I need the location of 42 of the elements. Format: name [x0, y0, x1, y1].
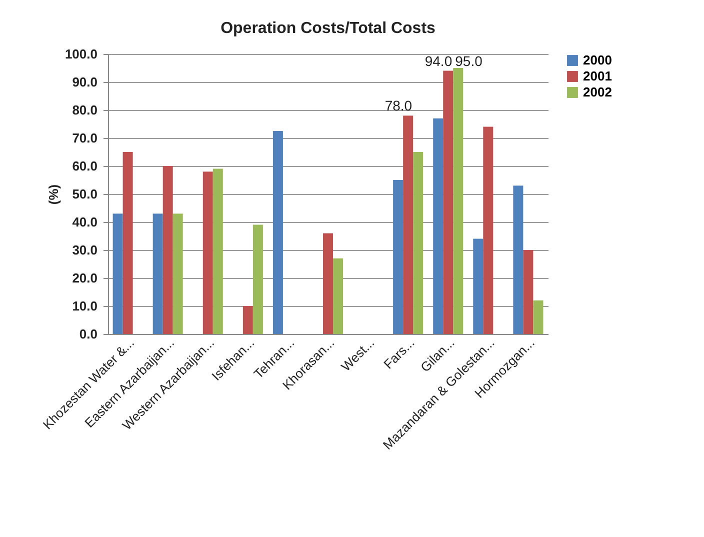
y-tick-label: 0.0 — [79, 326, 98, 342]
data-label: 94.0 — [424, 52, 452, 69]
bar — [122, 152, 133, 334]
legend-label: 2002 — [583, 84, 612, 100]
y-tick-label: 20.0 — [72, 270, 98, 286]
bar — [172, 214, 183, 334]
y-tick-label: 60.0 — [72, 158, 98, 174]
bar — [403, 116, 414, 334]
bar — [212, 168, 223, 334]
legend-label: 2001 — [583, 68, 612, 84]
bar — [322, 233, 334, 334]
bar — [533, 300, 544, 334]
y-tick-label: 80.0 — [72, 102, 98, 118]
bar — [242, 306, 253, 334]
y-tick-label: 70.0 — [72, 130, 98, 146]
bar — [453, 68, 464, 334]
y-tick-label: 90.0 — [72, 74, 98, 90]
y-tick-label: 100.0 — [64, 46, 98, 62]
y-tick-label: 10.0 — [72, 298, 98, 314]
chart-title: Operation Costs/Total Costs — [220, 20, 436, 37]
legend-label: 2000 — [583, 52, 612, 68]
bar — [202, 172, 213, 334]
bar — [393, 180, 404, 334]
bar — [333, 258, 344, 334]
y-tick-label: 50.0 — [72, 186, 98, 202]
bar — [483, 126, 494, 334]
bar — [162, 166, 173, 334]
y-tick-label: 30.0 — [72, 242, 98, 258]
data-label: 78.0 — [384, 98, 412, 114]
y-axis-title: (%) — [46, 184, 61, 205]
bar — [523, 250, 534, 334]
bar — [252, 224, 263, 334]
bar — [473, 238, 484, 334]
bar — [513, 186, 524, 334]
bar — [152, 214, 163, 334]
bar — [272, 131, 283, 334]
bar — [413, 152, 424, 334]
bar — [112, 214, 123, 334]
y-tick-label: 40.0 — [72, 214, 98, 230]
bar — [443, 70, 454, 334]
data-label: 95.0 — [455, 53, 483, 69]
bar — [433, 118, 444, 334]
